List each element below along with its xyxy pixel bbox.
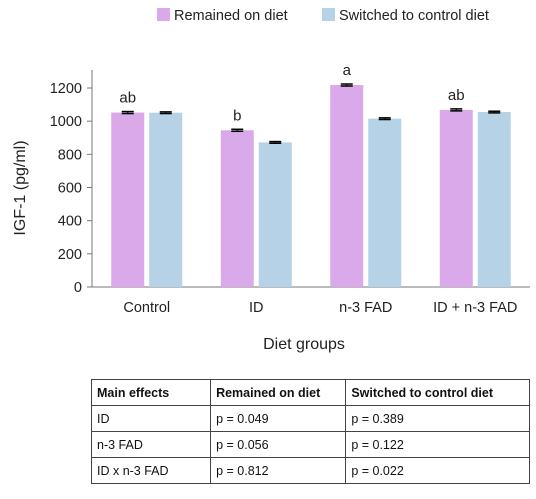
legend: Remained on diet Switched to control die…	[157, 8, 489, 24]
table-cell: n-3 FAD	[90, 431, 212, 458]
y-tick-label: 1200	[50, 81, 82, 97]
significance-label: a	[343, 62, 352, 79]
bar	[368, 118, 402, 287]
table-header-cell: Remained on diet	[210, 379, 347, 406]
legend-label-remained: Remained on diet	[174, 8, 288, 24]
plot-area: 0 200 400 600 800 1000 1200 Control ab ID b n-3 FAD…	[50, 62, 530, 316]
legend-swatch-remained	[157, 8, 170, 21]
table-row: n-3 FAD p = 0.056 p = 0.122	[90, 431, 530, 458]
x-tick-label: n-3 FAD	[339, 300, 392, 316]
significance-label: ab	[119, 90, 136, 107]
table-cell: p = 0.389	[345, 405, 530, 432]
table-header-cell: Main effects	[90, 379, 212, 406]
bar	[477, 112, 511, 287]
significance-label: ab	[448, 87, 465, 104]
y-tick-label: 400	[58, 214, 82, 230]
main-effects-table: Main effects Remained on diet Switched t…	[90, 379, 530, 484]
table-row: ID x n-3 FAD p = 0.812 p = 0.022	[90, 457, 530, 484]
table-cell: p = 0.022	[345, 457, 530, 484]
bar	[439, 109, 473, 287]
table-cell: p = 0.049	[210, 405, 347, 432]
bar	[149, 112, 183, 287]
x-axis-label: Diet groups	[263, 336, 345, 353]
legend-label-switched: Switched to control diet	[339, 8, 489, 24]
table-cell: p = 0.122	[345, 431, 530, 458]
table-row: ID p = 0.049 p = 0.389	[90, 405, 530, 432]
y-tick-label: 1000	[50, 114, 82, 130]
bar-chart: Remained on diet Switched to control die…	[12, 8, 530, 353]
table-cell: ID x n-3 FAD	[90, 457, 212, 484]
bar	[111, 112, 145, 287]
legend-swatch-switched	[322, 8, 335, 21]
y-tick-label: 800	[58, 147, 82, 163]
bar	[220, 130, 254, 287]
y-tick-label: 0	[74, 280, 82, 296]
x-tick-label: Control	[123, 300, 170, 316]
table-header-cell: Switched to control diet	[345, 379, 530, 406]
x-tick-label: ID	[249, 300, 264, 316]
significance-label: b	[233, 107, 241, 124]
y-axis-label: IGF-1 (pg/ml)	[12, 140, 29, 235]
y-tick-label: 200	[58, 247, 82, 263]
table-cell: p = 0.056	[210, 431, 347, 458]
bar	[330, 85, 364, 287]
x-tick-label: ID + n-3 FAD	[433, 300, 517, 316]
table-cell: ID	[90, 405, 212, 432]
table-cell: p = 0.812	[210, 457, 347, 484]
y-tick-label: 600	[58, 181, 82, 197]
table-header-row: Main effects Remained on diet Switched t…	[90, 379, 530, 406]
bar	[258, 142, 292, 287]
